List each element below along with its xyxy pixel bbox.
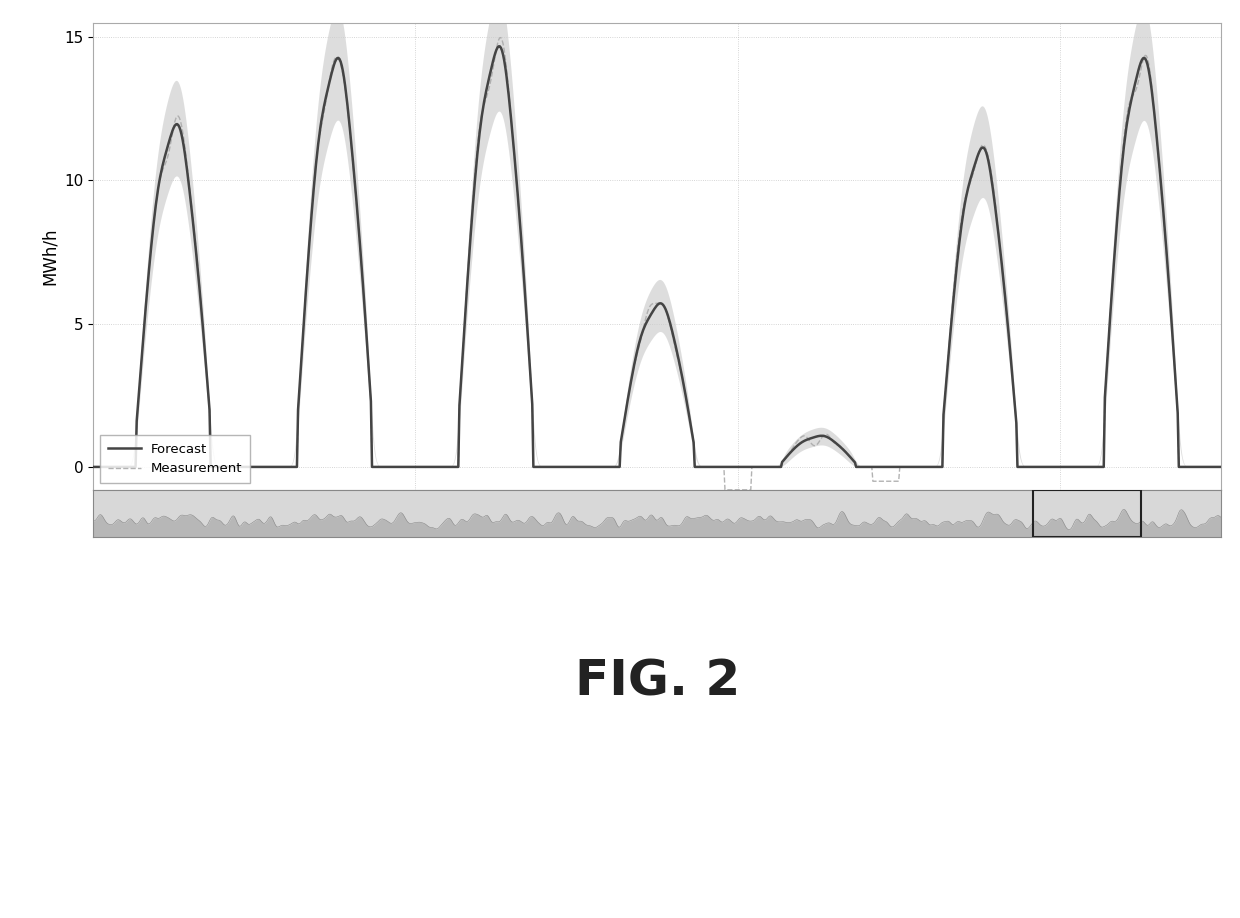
Measurement bbox=[718, 485, 733, 496]
Measurement bbox=[476, 100, 491, 111]
Legend: Forecast, Measurement: Forecast, Measurement bbox=[99, 435, 250, 483]
Measurement bbox=[1214, 462, 1229, 473]
Forecast bbox=[476, 96, 491, 107]
Measurement bbox=[1188, 462, 1203, 473]
Y-axis label: MWh/h: MWh/h bbox=[41, 228, 58, 285]
Measurement bbox=[494, 32, 508, 43]
Line: Measurement: Measurement bbox=[93, 38, 1221, 490]
Forecast bbox=[179, 156, 193, 167]
Line: Forecast: Forecast bbox=[93, 46, 1221, 467]
Forecast bbox=[491, 40, 506, 51]
Measurement bbox=[86, 462, 100, 473]
Measurement bbox=[179, 151, 193, 162]
Text: FIG. 2: FIG. 2 bbox=[574, 658, 740, 706]
Forecast bbox=[1187, 462, 1202, 473]
Forecast bbox=[1214, 462, 1229, 473]
Bar bbox=[1033, 490, 1141, 536]
Forecast bbox=[684, 423, 699, 434]
Measurement bbox=[684, 423, 699, 434]
Forecast bbox=[598, 462, 613, 473]
Forecast bbox=[1192, 462, 1207, 473]
Forecast bbox=[86, 462, 100, 473]
Measurement bbox=[598, 462, 613, 473]
Measurement bbox=[1193, 462, 1208, 473]
